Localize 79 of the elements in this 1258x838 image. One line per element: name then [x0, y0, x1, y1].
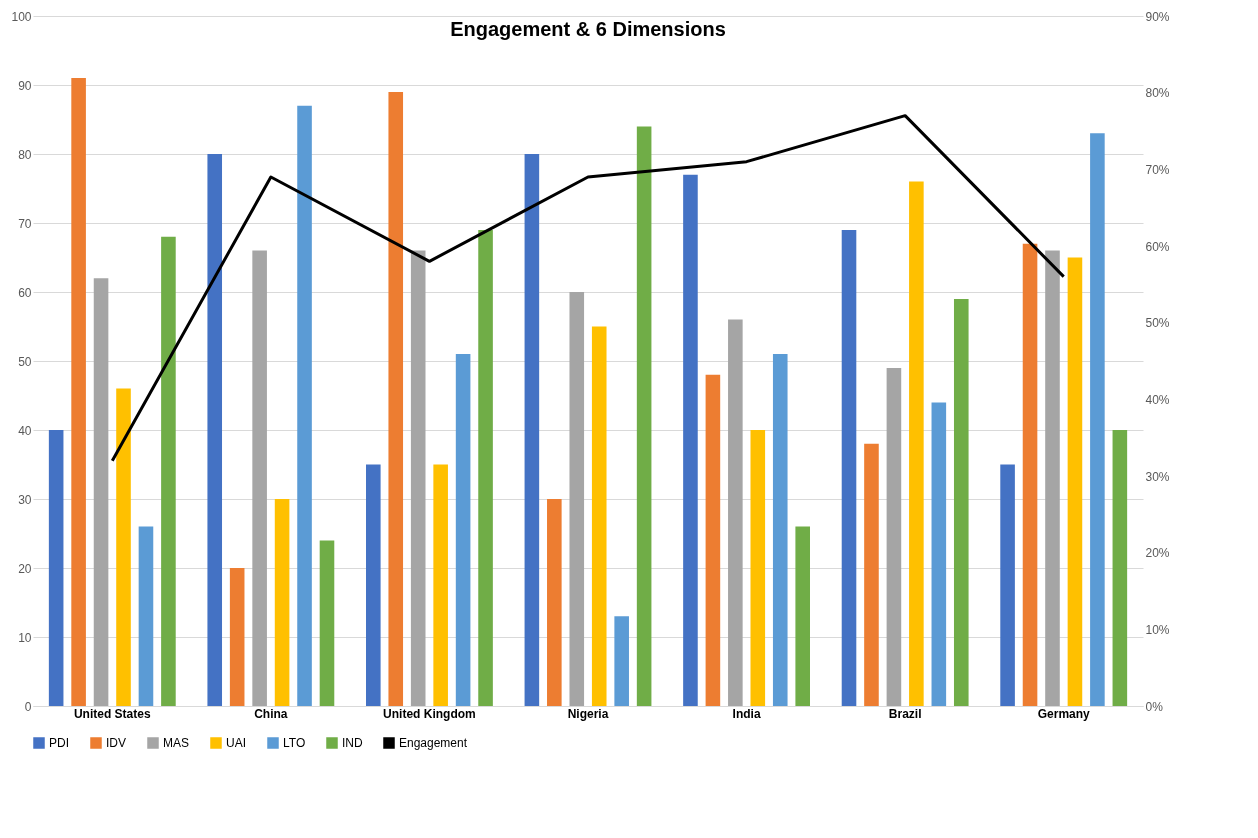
bar	[478, 229, 493, 706]
bar	[931, 402, 947, 706]
y2-tick-label: 50%	[1145, 316, 1170, 331]
bar	[1067, 257, 1083, 706]
bar	[410, 250, 426, 706]
bar	[252, 250, 267, 706]
y-tick-label: 10	[18, 630, 32, 645]
x-tick-label: India	[732, 706, 761, 721]
bar	[116, 388, 131, 706]
bar	[207, 154, 223, 706]
y-tick-label: 80	[18, 147, 32, 162]
y2-tick-label: 30%	[1145, 469, 1170, 484]
legend-label: IDV	[106, 736, 127, 750]
bar	[683, 174, 698, 706]
legend-label: MAS	[163, 736, 190, 750]
bar	[1112, 430, 1128, 706]
bar	[524, 154, 540, 706]
bar	[366, 464, 381, 706]
legend-label: LTO	[283, 736, 306, 750]
bar	[772, 354, 788, 706]
y-tick-label: 40	[18, 423, 32, 438]
bar	[455, 354, 471, 706]
x-tick-label: Germany	[1037, 706, 1091, 721]
bar	[569, 292, 585, 706]
y2-tick-label: 10%	[1145, 622, 1170, 637]
bar	[93, 278, 109, 706]
bar	[841, 229, 857, 706]
y2-tick-label: 20%	[1145, 546, 1170, 561]
y2-tick-label: 60%	[1145, 239, 1170, 254]
bar	[547, 499, 562, 706]
y-tick-label: 0	[24, 699, 32, 714]
x-tick-label: United States	[73, 706, 151, 721]
bar	[297, 105, 312, 706]
x-tick-label: China	[254, 706, 288, 721]
bar	[636, 126, 652, 706]
bar	[161, 236, 176, 706]
bar	[728, 319, 743, 706]
bar	[48, 430, 64, 706]
bar	[1045, 250, 1060, 706]
bar	[274, 499, 290, 706]
y-tick-label: 30	[18, 492, 32, 507]
y2-tick-label: 90%	[1145, 9, 1170, 24]
x-tick-label: United Kingdom	[383, 706, 476, 721]
bar	[795, 526, 810, 706]
bar	[886, 367, 902, 706]
y2-tick-label: 0%	[1145, 699, 1164, 714]
bar	[909, 181, 924, 706]
bar	[1090, 133, 1105, 706]
y-tick-label: 70	[18, 216, 32, 231]
bar	[138, 526, 154, 706]
bar	[319, 540, 335, 706]
y2-tick-label: 40%	[1145, 392, 1170, 407]
bar	[864, 443, 879, 706]
bar	[433, 464, 448, 706]
y-tick-label: 50	[18, 354, 32, 369]
bar	[750, 430, 766, 706]
chart-title: Engagement & 6 Dimensions	[450, 18, 726, 40]
legend-label: IND	[342, 736, 363, 750]
bar	[229, 568, 245, 706]
bar	[591, 326, 607, 706]
bar	[953, 298, 969, 706]
y-tick-label: 100	[11, 9, 32, 24]
bar	[71, 78, 86, 706]
bar	[388, 91, 404, 706]
y-tick-label: 20	[18, 561, 32, 576]
y2-tick-label: 70%	[1145, 162, 1170, 177]
x-tick-label: Nigeria	[567, 706, 609, 721]
bar	[614, 616, 629, 706]
line-series	[110, 114, 1066, 463]
bar	[1000, 464, 1015, 706]
x-tick-label: Brazil	[888, 706, 922, 721]
y2-tick-label: 80%	[1145, 86, 1170, 101]
y-tick-label: 90	[18, 78, 32, 93]
legend-label: PDI	[49, 736, 70, 750]
legend-label: UAI	[226, 736, 247, 750]
legend-label: Engagement	[399, 736, 468, 750]
y-tick-label: 60	[18, 285, 32, 300]
bar	[1022, 243, 1038, 706]
bar	[705, 374, 721, 706]
